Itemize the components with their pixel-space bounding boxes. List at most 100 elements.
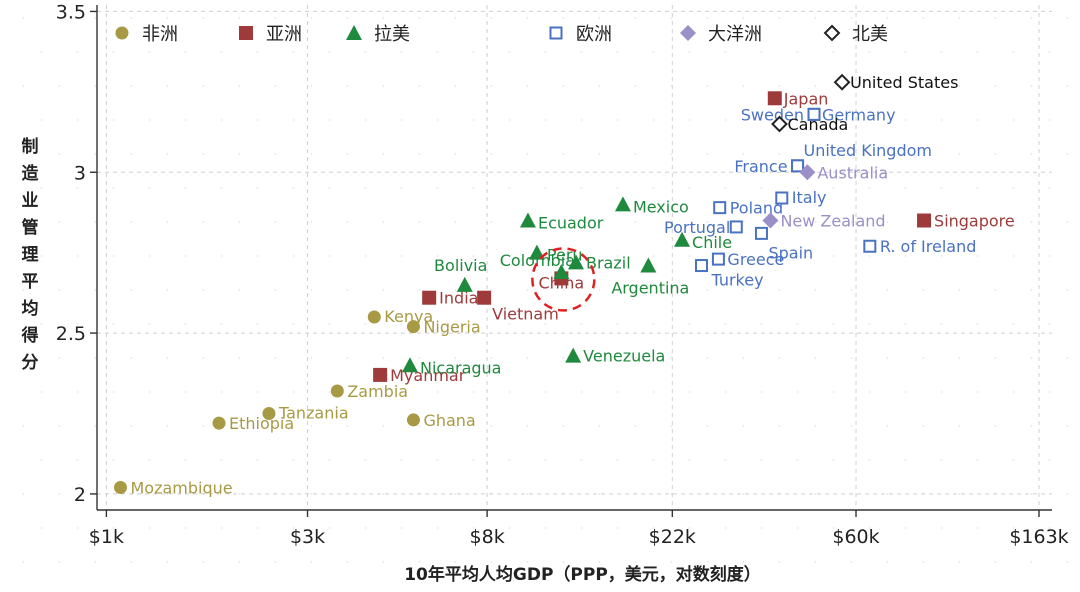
point-bolivia: Bolivia — [434, 256, 487, 292]
background-dot — [922, 357, 925, 359]
background-dot — [364, 323, 367, 325]
background-dot — [526, 17, 529, 19]
background-dot — [238, 493, 241, 495]
background-dot — [706, 17, 709, 19]
point-label-australia: Australia — [817, 163, 888, 182]
background-dot — [22, 153, 25, 155]
background-dot — [256, 51, 259, 53]
background-dot — [418, 357, 421, 359]
background-dot — [238, 17, 241, 19]
background-dot — [238, 221, 241, 223]
point-marker-australia — [799, 164, 816, 181]
background-dot — [148, 255, 151, 257]
background-dot — [1030, 357, 1033, 359]
legend-label: 拉美 — [374, 24, 410, 45]
background-dot — [130, 17, 133, 19]
point-label-nigeria: Nigeria — [423, 318, 480, 337]
background-dot — [166, 153, 169, 155]
highlight-circle-china — [531, 247, 596, 312]
background-dot — [958, 357, 961, 359]
background-dot — [400, 323, 403, 325]
background-dot — [274, 221, 277, 223]
background-dot — [274, 357, 277, 359]
background-dot — [490, 221, 493, 223]
background-dot — [346, 153, 349, 155]
background-dot — [796, 527, 799, 529]
point-marker-united-kingdom — [791, 159, 805, 173]
background-dot — [256, 527, 259, 529]
background-dot — [868, 391, 871, 393]
background-dot — [1030, 17, 1033, 19]
background-dot — [130, 357, 133, 359]
background-dot — [274, 561, 277, 563]
background-dot — [112, 323, 115, 325]
point-marker-singapore — [917, 213, 932, 228]
background-dot — [310, 493, 313, 495]
point-brazil: Brazil — [568, 253, 631, 272]
background-dot — [22, 85, 25, 87]
point-label-turkey: Turkey — [710, 271, 763, 290]
background-dot — [832, 459, 835, 461]
y-tick-label: 3.5 — [56, 1, 86, 23]
point-marker-canada — [771, 115, 788, 133]
background-dot — [562, 425, 565, 427]
point-marker-united-states — [833, 73, 851, 91]
point-poland: Poland — [713, 199, 783, 218]
background-dot — [418, 153, 421, 155]
background-dot — [364, 187, 367, 189]
background-dot — [112, 255, 115, 257]
background-dot — [436, 459, 439, 461]
background-dot — [1048, 323, 1051, 325]
background-dot — [454, 17, 457, 19]
background-dot — [148, 187, 151, 189]
point-label-canada: Canada — [787, 115, 848, 134]
background-dot — [1030, 221, 1033, 223]
legend-item-square: 亚洲 — [239, 24, 302, 45]
background-dot — [562, 561, 565, 563]
background-dot — [148, 391, 151, 393]
background-dot — [994, 289, 997, 291]
background-dot — [616, 187, 619, 189]
x-tick-label: $3k — [290, 526, 325, 548]
background-dot — [904, 255, 907, 257]
background-dot — [688, 187, 691, 189]
background-dot — [868, 51, 871, 53]
background-dot — [616, 119, 619, 121]
background-dot — [94, 357, 97, 359]
background-dot — [760, 459, 763, 461]
background-dot — [598, 357, 601, 359]
point-label-france: France — [734, 157, 787, 176]
background-dot — [1066, 17, 1069, 19]
point-label-japan: Japan — [783, 89, 829, 108]
legend-marker — [239, 26, 253, 40]
background-dot — [328, 119, 331, 121]
point-marker-tanzania — [262, 407, 276, 421]
background-dot — [562, 85, 565, 87]
background-dot — [868, 459, 871, 461]
background-dot — [562, 357, 565, 359]
background-dot — [166, 221, 169, 223]
point-marker-mexico — [614, 196, 631, 212]
point-mexico: Mexico — [614, 196, 689, 216]
background-dot — [778, 17, 781, 19]
background-dot — [1066, 289, 1069, 291]
background-dot — [886, 357, 889, 359]
background-dot — [166, 561, 169, 563]
background-dot — [238, 153, 241, 155]
background-dot — [922, 425, 925, 427]
background-dot — [292, 51, 295, 53]
point-label-r-of-ireland: R. of Ireland — [880, 237, 977, 256]
background-dot — [904, 459, 907, 461]
background-dot — [292, 459, 295, 461]
background-dot — [490, 85, 493, 87]
background-dot — [40, 323, 43, 325]
background-dot — [742, 425, 745, 427]
background-dot — [688, 51, 691, 53]
background-dot — [220, 255, 223, 257]
point-label-brazil: Brazil — [586, 253, 631, 272]
background-dot — [472, 255, 475, 257]
background-dot — [508, 391, 511, 393]
point-label-germany: Germany — [822, 105, 896, 124]
point-united-states: United States — [833, 73, 958, 92]
background-dot — [976, 187, 979, 189]
